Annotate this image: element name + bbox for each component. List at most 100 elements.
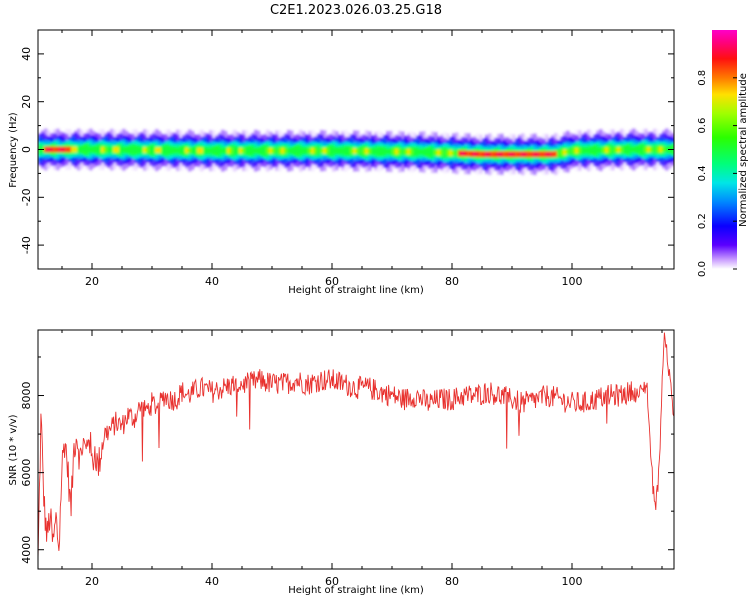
spectrogram-core-cell (287, 147, 291, 154)
spectrogram-core-cell (140, 147, 144, 153)
spectrogram-core-cell (233, 147, 237, 154)
spectrogram-core-cell (638, 146, 642, 153)
spectrogram-core-cell (617, 146, 621, 153)
spectrogram-core-cell (662, 146, 666, 153)
spectrogram-core-cell (308, 147, 312, 154)
spectrogram-core-cell (209, 147, 213, 154)
spectrogram-core-cell (122, 146, 126, 153)
spectrogram-core-cell (242, 147, 246, 154)
spectrogram-core-cell (317, 147, 321, 154)
snr-xtick-label: 20 (85, 575, 99, 588)
spectrogram-heatmap (38, 128, 674, 176)
snr-xtick-label: 40 (205, 575, 219, 588)
snr-frame (37, 329, 675, 570)
colorbar-tick-label: 0.0 (697, 261, 708, 277)
spectrogram-core-cell (80, 146, 84, 153)
spectrogram-core-cell (560, 149, 564, 156)
spectrogram-core-cell (647, 146, 651, 153)
spectrogram-core-cell (278, 147, 282, 154)
snr-ytick-label: 8000 (20, 382, 33, 410)
spectrogram-core-cell (611, 147, 615, 153)
spectrogram-core-cell (152, 147, 156, 153)
spectrogram-core-cell (107, 146, 111, 153)
spectrogram-core-cell (605, 147, 609, 153)
spectrogram-panel: 20 40 60 80 100 -40 -20 0 20 40 Height of straigh… (8, 29, 675, 296)
spectrogram-core-cell (623, 146, 627, 153)
spectrogram-core-cell (164, 147, 168, 154)
spectrogram-core-cell (182, 147, 186, 154)
spectrogram-core-cell (602, 147, 606, 153)
spectrogram-core-cell (137, 147, 141, 153)
colorbar: 0.0 0.2 0.4 0.6 0.8 Normalized spectral ampl… (697, 30, 749, 277)
spectrogram-ytick-label: 20 (20, 95, 33, 109)
spectrogram-core-cell (95, 146, 99, 153)
spectrogram-core-cell (179, 147, 183, 154)
spectrogram-core-cell (644, 146, 648, 153)
spectrogram-ticks: 20 40 60 80 100 -40 -20 0 20 40 (20, 29, 674, 288)
spectrogram-core-cell (146, 147, 150, 153)
spectrogram-core-cell (482, 151, 486, 158)
spectrogram-xlabel: Height of straight line (km) (288, 285, 424, 296)
spectrogram-core-cell (176, 147, 180, 154)
spectrogram-core-cell (155, 147, 159, 154)
spectrogram-core-cell (650, 146, 654, 153)
spectrogram-core-cell (77, 146, 81, 153)
spectrogram-core-cell (395, 148, 399, 155)
spectrogram-core-cell (218, 147, 222, 154)
spectrogram-core-cell (68, 146, 72, 153)
spectrogram-core-cell (212, 147, 216, 154)
spectrogram-core-cell (44, 146, 48, 153)
figure-title: C2E1.2023.026.03.25.G18 (270, 3, 442, 18)
spectrogram-core-cell (524, 151, 528, 158)
spectrogram-core-cell (386, 148, 390, 155)
spectrogram-core-cell (530, 151, 534, 158)
spectrogram-core-cell (365, 148, 369, 155)
spectrogram-core-cell (467, 150, 471, 157)
spectrogram-core-cell (557, 150, 561, 157)
spectrogram-core-cell (470, 150, 474, 157)
spectrogram-core-cell (92, 146, 96, 153)
spectrogram-core-cell (539, 151, 543, 158)
spectrogram-core-cell (476, 151, 480, 157)
spectrogram-core-cell (167, 147, 171, 154)
spectrogram-core-cell (113, 146, 117, 153)
spectrogram-core-cell (575, 147, 579, 154)
spectrogram-core-cell (461, 150, 465, 157)
spectrogram-core-cell (194, 147, 198, 154)
spectrogram-core-cell (374, 148, 378, 155)
spectrogram-core-cell (599, 147, 603, 153)
spectrogram-core-cell (641, 146, 645, 153)
spectrogram-core-cell (512, 151, 516, 158)
spectrogram-core-cell (314, 147, 318, 154)
spectrogram-core-cell (284, 147, 288, 154)
spectrogram-core-cell (491, 151, 495, 158)
colorbar-tick-label: 0.4 (697, 165, 708, 181)
spectrogram-core-cell (173, 147, 177, 154)
spectrogram-core-cell (437, 149, 441, 156)
spectrogram-xtick-label: 100 (562, 275, 583, 288)
spectrogram-core-cell (83, 146, 87, 153)
spectrogram-core-cell (239, 147, 243, 154)
snr-panel: 20 40 60 80 100 4000 6000 8000 Height of straig… (8, 329, 675, 596)
spectrogram-ytick-label: -20 (20, 188, 33, 206)
spectrogram-core-cell (191, 147, 195, 154)
spectrogram-core-cell (116, 146, 120, 153)
spectrogram-core-cell (281, 147, 285, 154)
spectrogram-core-cell (359, 148, 363, 154)
snr-ytick-label: 6000 (20, 459, 33, 487)
spectrogram-core-cell (257, 147, 261, 154)
spectrogram-core-cell (62, 146, 66, 153)
spectrogram-core-cell (413, 148, 417, 155)
spectrogram-core-cell (452, 150, 456, 157)
snr-ytick-label: 4000 (20, 536, 33, 564)
spectrogram-core-cell (131, 147, 135, 153)
spectrogram-core-cell (659, 146, 663, 153)
spectrogram-core-cell (272, 147, 276, 154)
spectrogram-core-cell (335, 147, 339, 154)
spectrogram-core-cell (521, 151, 525, 158)
spectrogram-xtick-label: 20 (85, 275, 99, 288)
spectrogram-core-cell (533, 151, 537, 158)
spectrogram-core-cell (329, 147, 333, 154)
spectrogram-core-cell (542, 151, 546, 158)
spectrogram-core-cell (134, 147, 138, 153)
